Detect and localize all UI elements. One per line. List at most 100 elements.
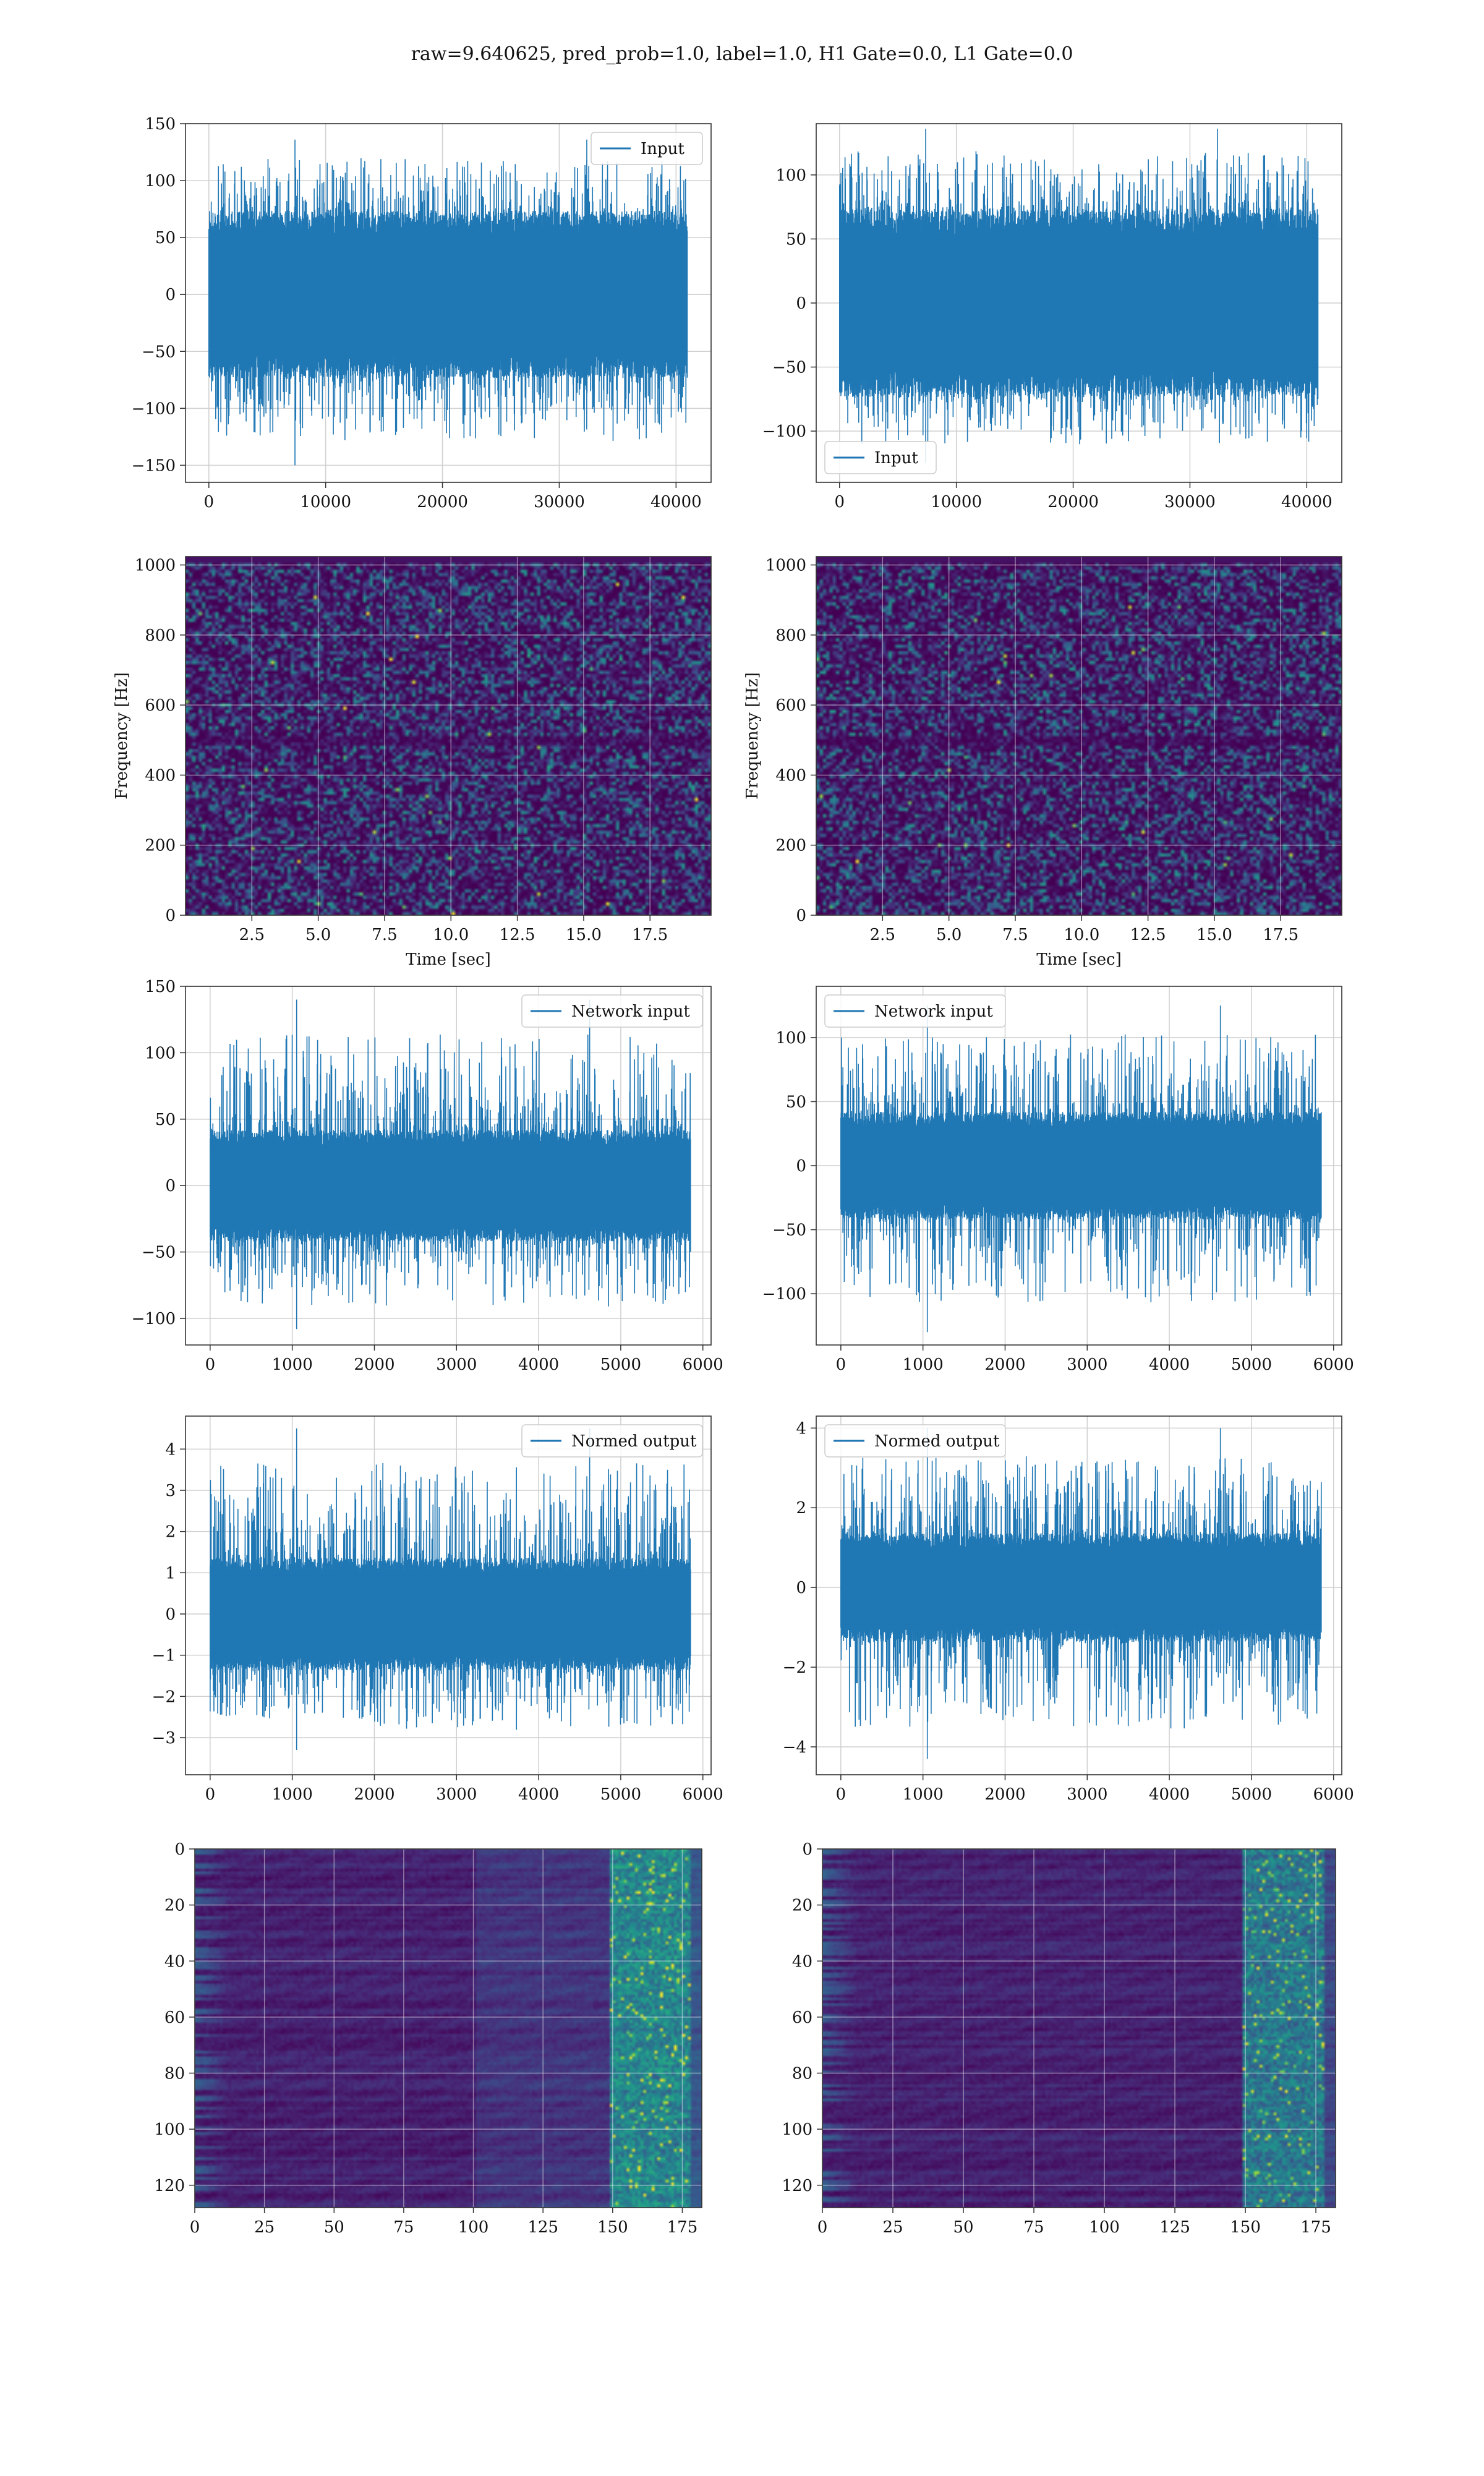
plot-area	[186, 1416, 711, 1775]
x-tick-label: 0	[817, 2218, 828, 2237]
x-tick-label: 3000	[1067, 1785, 1107, 1804]
chart-h1-feature-map: 0 25 50 75 100 125 150 175 0 20 40 60 80 100 120	[154, 1840, 702, 2237]
x-tick-label: 3000	[1067, 1355, 1107, 1374]
y-tick-label: 0	[165, 1605, 176, 1624]
legend-box	[521, 1424, 703, 1458]
y-tick-label: −3	[152, 1729, 176, 1748]
x-tick-label: 10000	[300, 493, 351, 511]
legend-box	[824, 441, 937, 474]
x-tick-label: 5000	[1231, 1785, 1272, 1804]
x-axis-label: Time [sec]	[406, 950, 491, 969]
x-tick-label: 7.5	[372, 926, 397, 944]
y-tick-label: 0	[796, 907, 806, 925]
y-tick-label: 0	[796, 1579, 806, 1597]
y-tick-label: 0	[165, 1177, 176, 1195]
chart-h1-spectrogram: 2.5 5.0 7.5 10.0 12.5 15.0 17.5 0 200 400 600 800 10…	[113, 556, 712, 969]
legend-box	[521, 994, 703, 1028]
y-tick-label: 100	[775, 1029, 806, 1048]
y-tick-label: 150	[145, 978, 176, 996]
legend-label: Network input	[571, 1002, 690, 1021]
chart-l1-feature-map: 0 25 50 75 100 125 150 175 0 20 40 60 80 100 120	[782, 1840, 1336, 2237]
heatmap-image	[186, 557, 711, 915]
y-tick-label: 2	[796, 1499, 806, 1518]
y-tick-label: 0	[796, 1157, 806, 1176]
x-tick-label: 20000	[417, 493, 468, 511]
chart-l1-normed-output: 0 1000 2000 3000 4000 5000 6000 −4 −2 0 2 4 Normed o…	[783, 1415, 1354, 1804]
y-tick-label: 50	[786, 1093, 806, 1111]
x-tick-label: 0	[836, 1355, 846, 1374]
x-tick-label: 75	[393, 2218, 414, 2237]
x-tick-label: 6000	[1313, 1355, 1354, 1374]
y-tick-label: 1000	[765, 557, 806, 575]
y-tick-label: 150	[145, 115, 176, 134]
chart-h1-input: 0 10000 20000 30000 40000 −150 −100 −50 0 50 100 15…	[132, 115, 712, 511]
x-tick-label: 40000	[1281, 493, 1333, 511]
plot-area	[816, 986, 1342, 1345]
y-tick-label: 800	[775, 626, 806, 645]
chart-h1-normed-output: 0 1000 2000 3000 4000 5000 6000 −3 −2 −1 0 1 2 3 4 Norm…	[152, 1415, 723, 1804]
x-tick-label: 12.5	[1130, 926, 1166, 944]
axes-frame	[816, 1415, 1342, 1775]
x-tick-label: 125	[1159, 2218, 1190, 2237]
legend-label: Input	[874, 449, 918, 467]
y-tick-label: −50	[142, 1244, 176, 1262]
y-tick-label: 20	[792, 1897, 812, 1915]
y-tick-label: 1	[165, 1564, 176, 1582]
y-tick-label: 2	[165, 1523, 176, 1542]
x-tick-label: 150	[597, 2218, 628, 2237]
plot-area	[816, 124, 1342, 482]
plot-area	[822, 1849, 1336, 2208]
x-tick-label: 6000	[683, 1355, 723, 1374]
x-tick-label: 75	[1023, 2218, 1044, 2237]
x-tick-label: 0	[205, 1355, 216, 1374]
y-tick-label: 800	[145, 626, 176, 645]
plot-area	[816, 1416, 1342, 1775]
x-tick-label: 5000	[600, 1785, 641, 1804]
x-tick-label: 1000	[903, 1785, 944, 1804]
legend: Normed output	[521, 1424, 703, 1458]
y-tick-label: 40	[792, 1952, 812, 1971]
x-tick-label: 6000	[1313, 1785, 1354, 1804]
y-tick-label: −100	[132, 1310, 176, 1328]
series-core	[839, 238, 1318, 368]
axes-frame	[185, 556, 712, 916]
x-tick-label: 3000	[436, 1785, 477, 1804]
legend: Normed output	[824, 1424, 1006, 1458]
x-tick-label: 5.0	[305, 926, 331, 944]
series-core	[840, 1550, 1321, 1625]
x-tick-label: 4000	[518, 1355, 559, 1374]
x-tick-label: 10.0	[433, 926, 469, 944]
y-tick-label: 60	[792, 2009, 812, 2027]
y-tick-label: 1000	[135, 557, 176, 575]
y-tick-label: 60	[164, 2009, 185, 2027]
y-tick-label: −100	[762, 422, 806, 441]
x-tick-label: 7.5	[1002, 926, 1028, 944]
x-tick-label: 25	[254, 2218, 275, 2237]
x-tick-label: 3000	[436, 1355, 477, 1374]
y-tick-label: 4	[165, 1440, 176, 1459]
x-tick-label: 100	[458, 2218, 489, 2237]
chart-l1-network-input: 0 1000 2000 3000 4000 5000 6000 −100 −50 0 50 100 Ne…	[762, 986, 1354, 1374]
y-tick-label: 100	[154, 2120, 185, 2139]
legend-box	[824, 1424, 1006, 1458]
legend-box	[591, 132, 703, 165]
x-tick-label: 2000	[984, 1785, 1025, 1804]
x-tick-label: 1000	[272, 1785, 313, 1804]
x-tick-label: 50	[324, 2218, 344, 2237]
y-tick-label: 100	[145, 172, 176, 190]
y-tick-label: −50	[772, 1221, 806, 1240]
plot-area	[816, 557, 1342, 915]
legend-label: Normed output	[874, 1432, 1000, 1451]
x-tick-label: 4000	[1149, 1785, 1190, 1804]
y-tick-label: −4	[783, 1738, 806, 1757]
plot-area	[195, 1849, 702, 2208]
x-tick-label: 20000	[1047, 493, 1099, 511]
y-tick-label: −50	[772, 359, 806, 377]
y-tick-label: 120	[154, 2177, 185, 2195]
y-tick-label: 120	[782, 2177, 812, 2195]
x-tick-label: 40000	[650, 493, 702, 511]
figure-suptitle: raw=9.640625, pred_prob=1.0, label=1.0, …	[411, 43, 1073, 65]
y-tick-label: 3	[165, 1482, 176, 1500]
